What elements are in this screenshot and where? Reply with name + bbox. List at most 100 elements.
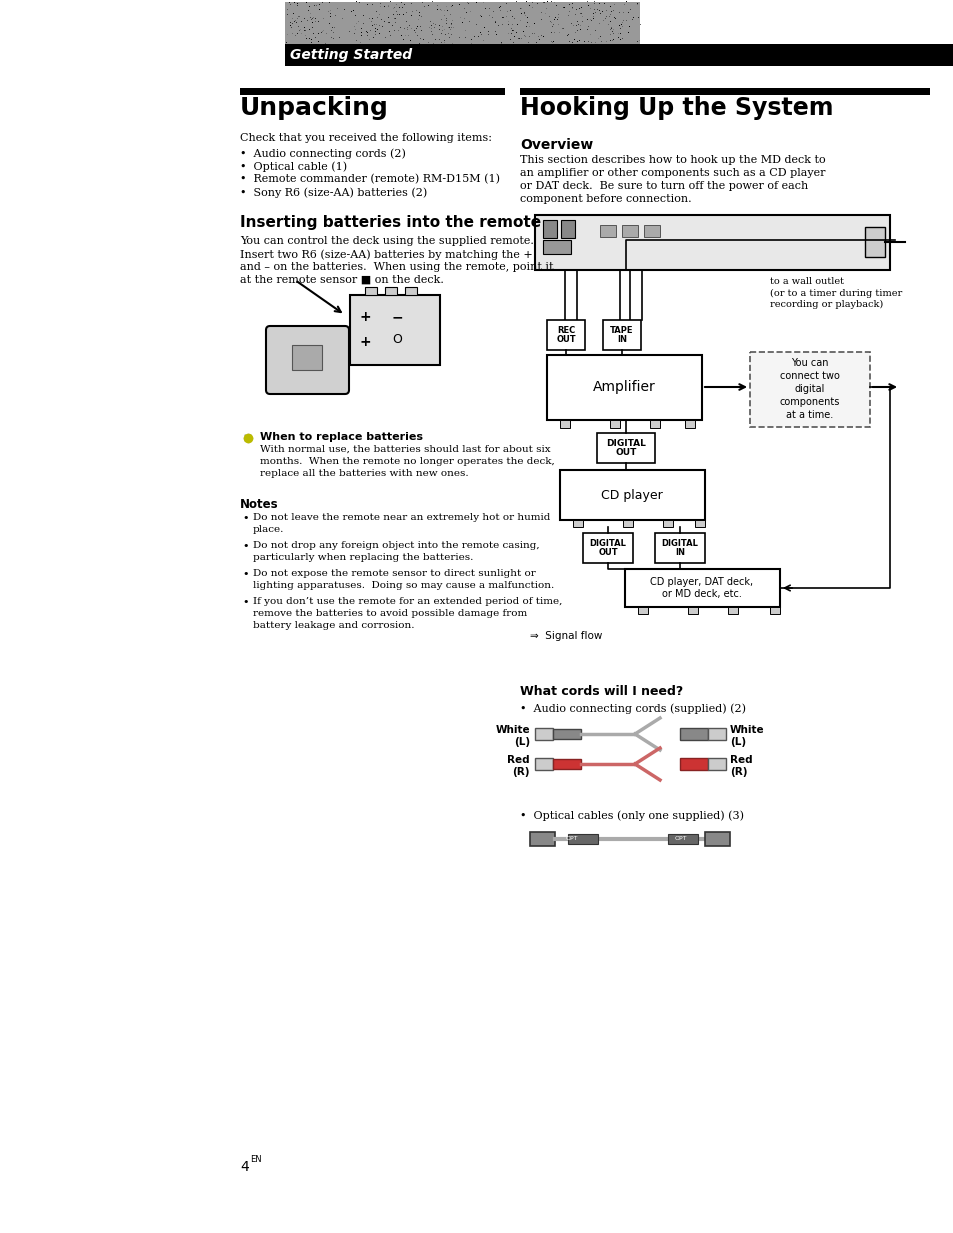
Bar: [285, 44, 953, 67]
Bar: [609, 420, 619, 428]
Text: DIGITAL
IN: DIGITAL IN: [660, 539, 698, 557]
Text: Insert two R6 (size-AA) batteries by matching the +: Insert two R6 (size-AA) batteries by mat…: [240, 249, 532, 260]
Text: TAPE
IN: TAPE IN: [610, 326, 633, 344]
Text: Do not expose the remote sensor to direct sunlight or: Do not expose the remote sensor to direc…: [253, 568, 536, 578]
Text: •  Optical cable (1): • Optical cable (1): [240, 162, 347, 171]
Text: ⇒  Signal flow: ⇒ Signal flow: [530, 631, 601, 641]
Text: •: •: [242, 597, 248, 607]
Bar: [695, 520, 704, 526]
Text: Do not leave the remote near an extremely hot or humid: Do not leave the remote near an extremel…: [253, 513, 550, 522]
Bar: [864, 227, 884, 256]
Text: replace all the batteries with new ones.: replace all the batteries with new ones.: [260, 469, 468, 478]
FancyBboxPatch shape: [749, 351, 869, 427]
Text: +: +: [359, 335, 372, 349]
Bar: [535, 215, 889, 270]
Text: to a wall outlet
(or to a timer during timer
recording or playback): to a wall outlet (or to a timer during t…: [769, 277, 902, 309]
Bar: [385, 287, 396, 295]
Bar: [769, 607, 780, 614]
Text: 4: 4: [240, 1160, 249, 1174]
Bar: [542, 240, 571, 254]
Bar: [365, 287, 376, 295]
Text: an amplifier or other components such as a CD player: an amplifier or other components such as…: [519, 168, 824, 178]
Bar: [546, 321, 584, 350]
Text: OPT: OPT: [674, 836, 686, 841]
Text: Unpacking: Unpacking: [240, 96, 389, 120]
Bar: [727, 607, 738, 614]
Text: DIGITAL
OUT: DIGITAL OUT: [605, 439, 645, 457]
Text: component before connection.: component before connection.: [519, 194, 691, 203]
Bar: [679, 727, 707, 740]
Text: With normal use, the batteries should last for about six: With normal use, the batteries should la…: [260, 445, 550, 454]
Text: EN: EN: [250, 1155, 261, 1164]
Text: +: +: [359, 309, 372, 324]
Text: Overview: Overview: [519, 138, 593, 152]
Bar: [707, 758, 725, 769]
Bar: [535, 758, 553, 769]
Text: −: −: [392, 309, 403, 324]
Bar: [285, 2, 639, 44]
Bar: [292, 345, 322, 370]
Bar: [530, 832, 555, 846]
Bar: [535, 727, 553, 740]
Bar: [624, 568, 780, 607]
Text: O: O: [392, 333, 401, 346]
Text: •: •: [242, 513, 248, 523]
Text: CD player, DAT deck,
or MD deck, etc.: CD player, DAT deck, or MD deck, etc.: [650, 577, 753, 599]
Bar: [553, 729, 580, 739]
Text: Red
(R): Red (R): [729, 755, 752, 777]
Bar: [638, 607, 647, 614]
Text: •  Remote commander (remote) RM-D15M (1): • Remote commander (remote) RM-D15M (1): [240, 174, 499, 184]
Bar: [684, 420, 695, 428]
Bar: [643, 224, 659, 237]
Bar: [649, 420, 659, 428]
Text: This section describes how to hook up the MD deck to: This section describes how to hook up th…: [519, 155, 824, 165]
Text: OPT: OPT: [565, 836, 578, 841]
Text: place.: place.: [253, 525, 284, 534]
Text: Amplifier: Amplifier: [592, 380, 655, 395]
Text: You can
connect two
digital
components
at a time.: You can connect two digital components a…: [779, 359, 840, 419]
Bar: [405, 287, 416, 295]
Bar: [573, 520, 582, 526]
Text: Red
(R): Red (R): [507, 755, 530, 777]
Text: REC
OUT: REC OUT: [556, 326, 576, 344]
Bar: [622, 520, 633, 526]
Text: DIGITAL
OUT: DIGITAL OUT: [589, 539, 626, 557]
Bar: [679, 758, 707, 769]
Bar: [559, 420, 569, 428]
Bar: [599, 224, 616, 237]
Text: White
(L): White (L): [729, 725, 763, 747]
Bar: [582, 533, 633, 563]
Text: CD player: CD player: [600, 488, 662, 502]
Text: If you don’t use the remote for an extended period of time,: If you don’t use the remote for an exten…: [253, 597, 561, 605]
Bar: [655, 533, 704, 563]
Text: •  Audio connecting cords (2): • Audio connecting cords (2): [240, 148, 405, 159]
Text: •  Optical cables (only one supplied) (3): • Optical cables (only one supplied) (3): [519, 810, 743, 821]
Bar: [519, 88, 929, 95]
Text: Hooking Up the System: Hooking Up the System: [519, 96, 833, 120]
Text: What cords will I need?: What cords will I need?: [519, 686, 682, 698]
Text: Inserting batteries into the remote: Inserting batteries into the remote: [240, 215, 540, 231]
Bar: [542, 219, 557, 238]
Bar: [567, 834, 598, 845]
Text: When to replace batteries: When to replace batteries: [260, 432, 422, 441]
Bar: [546, 355, 701, 420]
Text: Do not drop any foreign object into the remote casing,: Do not drop any foreign object into the …: [253, 541, 539, 550]
Text: battery leakage and corrosion.: battery leakage and corrosion.: [253, 621, 414, 630]
Text: Getting Started: Getting Started: [290, 48, 412, 62]
Bar: [350, 295, 439, 365]
Bar: [559, 470, 704, 520]
Bar: [662, 520, 672, 526]
Bar: [704, 832, 729, 846]
Text: months.  When the remote no longer operates the deck,: months. When the remote no longer operat…: [260, 457, 554, 466]
FancyBboxPatch shape: [266, 326, 349, 395]
Text: Notes: Notes: [240, 498, 278, 510]
Text: remove the batteries to avoid possible damage from: remove the batteries to avoid possible d…: [253, 609, 527, 618]
Text: or DAT deck.  Be sure to turn off the power of each: or DAT deck. Be sure to turn off the pow…: [519, 181, 807, 191]
Bar: [707, 727, 725, 740]
Text: White
(L): White (L): [495, 725, 530, 747]
Text: You can control the deck using the supplied remote.: You can control the deck using the suppl…: [240, 236, 534, 247]
Bar: [597, 433, 655, 464]
Bar: [240, 88, 504, 95]
Text: lighting apparatuses.  Doing so may cause a malfunction.: lighting apparatuses. Doing so may cause…: [253, 581, 554, 591]
Text: •: •: [242, 568, 248, 580]
